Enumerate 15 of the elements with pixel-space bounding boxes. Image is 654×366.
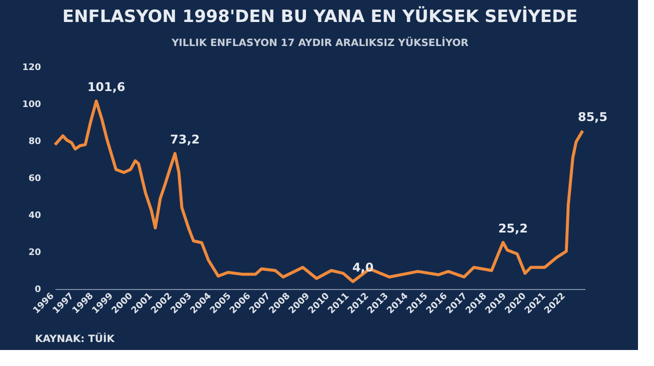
annotation: 85,5 <box>578 110 608 124</box>
y-tick-label: 40 <box>28 211 41 221</box>
y-tick-label: 0 <box>34 285 41 295</box>
annotation: 4,0 <box>352 260 374 275</box>
annotation: 25,2 <box>498 221 528 236</box>
annotation: 101,6 <box>87 80 126 94</box>
y-tick-label: 100 <box>22 100 41 110</box>
chart-title: ENFLASYON 1998'DEN BU YANA EN YÜKSEK SEVİYEDE <box>62 6 578 27</box>
annotation: 73,2 <box>170 132 200 147</box>
text: KAYNAK: TÜİK <box>35 332 116 345</box>
y-tick-label: 80 <box>28 137 41 147</box>
y-tick-label: 60 <box>28 174 41 184</box>
y-tick-label: 120 <box>22 63 41 73</box>
chart-subtitle: YILLIK ENFLASYON 17 AYDIR ARALIKSIZ YÜKSELİYOR <box>170 36 469 49</box>
y-tick-label: 20 <box>28 248 41 258</box>
